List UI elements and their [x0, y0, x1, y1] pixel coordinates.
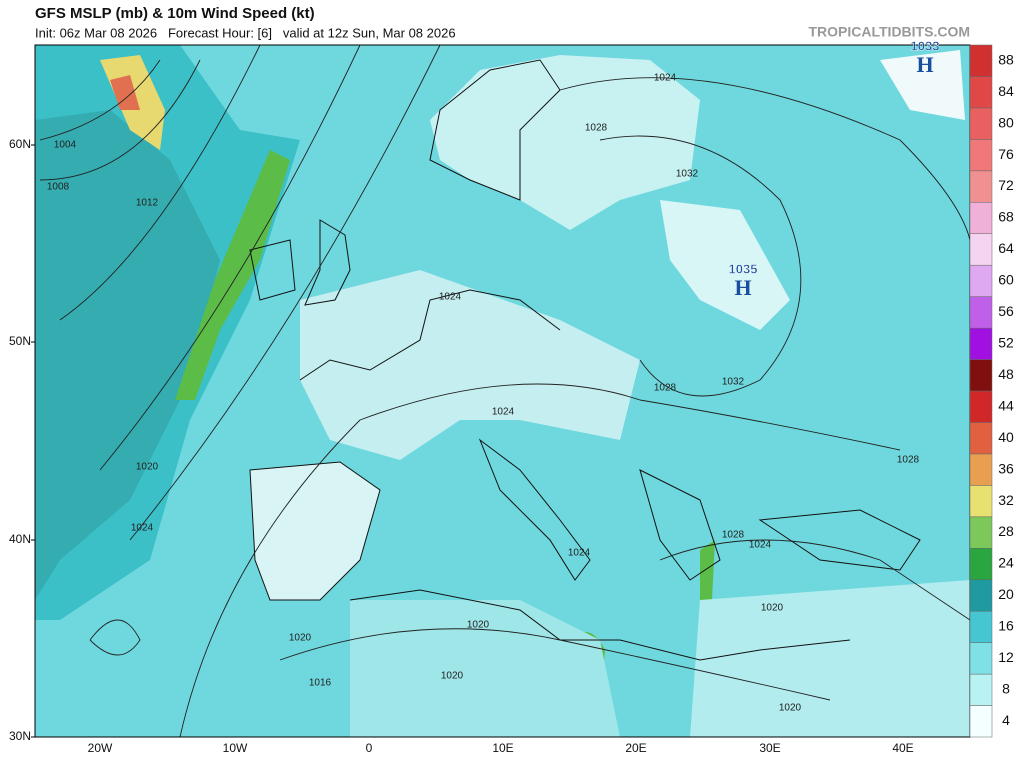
colorbar-segment — [969, 296, 993, 329]
colorbar-label: 12 — [998, 649, 1014, 665]
colorbar-label: 76 — [998, 146, 1014, 162]
colorbar-segment — [969, 548, 993, 580]
isobar-label: 1024 — [654, 73, 677, 84]
colorbar-segment — [969, 642, 993, 675]
title: GFS MSLP (mb) & 10m Wind Speed (kt) — [35, 5, 315, 22]
colorbar-label: 8 — [1002, 681, 1010, 697]
subtitle: Init: 06z Mar 08 2026 Forecast Hour: [6]… — [35, 25, 456, 40]
colorbar-segment — [969, 516, 993, 549]
isobar-label: 1028 — [585, 123, 608, 134]
colorbar-label: 4 — [1002, 712, 1010, 728]
isobar-label: 1028 — [897, 455, 920, 466]
lon-label: 30E — [759, 741, 780, 755]
isobar-label: 1008 — [47, 182, 70, 193]
colorbar-segment — [969, 327, 993, 360]
land-wind — [690, 580, 970, 737]
colorbar-segment — [969, 610, 993, 643]
colorbar-segment — [969, 422, 993, 455]
colorbar-label: 20 — [998, 586, 1014, 602]
colorbar-label: 32 — [998, 492, 1014, 508]
colorbar-label: 36 — [998, 460, 1014, 476]
colorbar-segment — [969, 170, 993, 203]
colorbar-label: 44 — [998, 397, 1014, 413]
land-wind — [660, 200, 790, 330]
colorbar-segment — [969, 453, 993, 486]
colorbar-segment — [969, 705, 993, 738]
colorbar-label: 16 — [998, 618, 1014, 634]
pressure-value: 1033 — [911, 38, 940, 53]
lat-label: 50N — [9, 334, 31, 348]
land-wind — [880, 50, 965, 120]
isobar-label: 1024 — [749, 540, 772, 551]
colorbar-segment — [969, 673, 993, 706]
land-wind — [300, 270, 640, 460]
colorbar-segment — [969, 390, 993, 423]
lat-label: 30N — [9, 729, 31, 743]
isobar-label: 1020 — [779, 703, 802, 714]
isobar-label: 1024 — [492, 407, 515, 418]
colorbar-label: 24 — [998, 555, 1014, 571]
colorbar-label: 84 — [998, 83, 1014, 99]
colorbar-segment — [969, 139, 993, 172]
colorbar-label: 80 — [998, 114, 1014, 130]
colorbar-label: 28 — [998, 523, 1014, 539]
isobar-label: 1012 — [136, 198, 159, 209]
lon-label: 20E — [625, 741, 646, 755]
isobar-label: 1032 — [676, 169, 699, 180]
colorbar-label: 72 — [998, 177, 1014, 193]
lon-label: 0 — [366, 741, 373, 755]
colorbar-label: 40 — [998, 429, 1014, 445]
isobar-label: 1020 — [441, 671, 464, 682]
colorbar-label: 60 — [998, 272, 1014, 288]
colorbar-label: 64 — [998, 240, 1014, 256]
isobar-label: 1032 — [722, 377, 745, 388]
isobar-label: 1020 — [136, 462, 159, 473]
colorbar-segment — [969, 579, 993, 612]
colorbar-label: 68 — [998, 209, 1014, 225]
colorbar-segment — [969, 264, 993, 297]
lon-label: 20W — [88, 741, 113, 755]
isobar-label: 1024 — [439, 292, 462, 303]
lon-label: 10W — [223, 741, 248, 755]
isobar-label: 1028 — [654, 383, 677, 394]
lon-label: 10E — [492, 741, 513, 755]
land-wind — [430, 55, 700, 230]
colorbar-label: 48 — [998, 366, 1014, 382]
colorbar-segment — [969, 202, 993, 234]
pressure-letter: H — [916, 52, 933, 77]
isobar-label: 1004 — [54, 140, 77, 151]
isobar-label: 1024 — [131, 523, 154, 534]
colorbar-segment — [969, 359, 993, 392]
land-wind — [250, 462, 380, 600]
wind-core — [175, 150, 290, 400]
colorbar-label: 88 — [998, 51, 1014, 67]
colorbar-segment — [969, 107, 993, 140]
pressure-letter: H — [734, 275, 751, 300]
isobar-label: 1028 — [722, 530, 745, 541]
lat-label: 60N — [9, 137, 31, 151]
map-area — [35, 44, 971, 738]
isobar-label: 1020 — [761, 603, 784, 614]
isobar-label: 1016 — [309, 678, 332, 689]
colorbar-segment — [969, 44, 993, 77]
isobar-label: 1020 — [467, 620, 490, 631]
isobar-label: 1024 — [568, 548, 591, 559]
pressure-value: 1035 — [729, 261, 758, 276]
lat-label: 40N — [9, 532, 31, 546]
credit: TROPICALTIDBITS.COM — [808, 24, 970, 40]
lon-label: 40E — [892, 741, 913, 755]
colorbar-label: 52 — [998, 335, 1014, 351]
colorbar-segment — [969, 76, 993, 109]
colorbar-label: 56 — [998, 303, 1014, 319]
isobars — [39, 44, 971, 738]
wind-core — [110, 75, 140, 110]
wind-core — [700, 540, 715, 600]
colorbar-segment — [969, 485, 993, 518]
isobar-label: 1020 — [289, 633, 312, 644]
colorbar-segment — [969, 233, 993, 266]
wind-band — [35, 110, 220, 600]
